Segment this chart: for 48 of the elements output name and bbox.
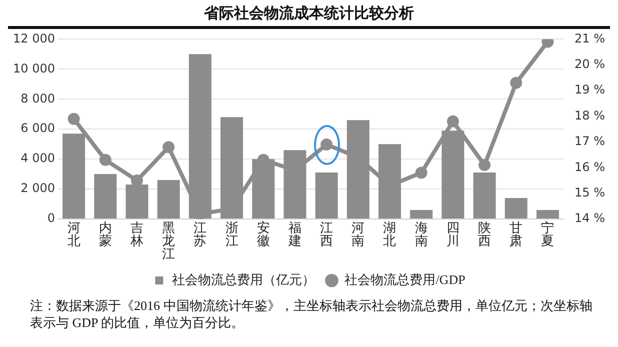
bar xyxy=(94,174,117,218)
x-tick-label: 江西 xyxy=(320,220,334,248)
bar xyxy=(157,180,180,218)
point xyxy=(162,141,175,154)
x-tick-label: 陕西 xyxy=(478,220,492,248)
point xyxy=(478,159,491,172)
x-tick-label: 江苏 xyxy=(194,220,207,248)
y2-tick-label: 19 % xyxy=(574,82,606,97)
x-tick-label: 甘肃 xyxy=(510,220,523,248)
x-tick-label: 河南 xyxy=(352,220,365,248)
y2-tick-label: 21 % xyxy=(574,31,606,46)
point xyxy=(68,112,80,125)
x-tick-label: 四川 xyxy=(446,220,460,248)
bar xyxy=(315,172,338,218)
x-tick-label: 安徽 xyxy=(256,220,270,248)
legend-label: 社会物流总费用（亿元） xyxy=(172,272,316,287)
y-tick-label: 6 000 xyxy=(20,121,55,136)
y-tick-label: 2 000 xyxy=(20,181,55,196)
x-tick-label: 海南 xyxy=(414,220,428,248)
bar xyxy=(536,210,559,218)
legend-label: 社会物流总费用/GDP xyxy=(344,272,466,287)
bar xyxy=(410,210,433,218)
y2-tick-label: 20 % xyxy=(574,57,606,72)
x-tick-label: 宁夏 xyxy=(541,220,554,248)
y2-tick-label: 17 % xyxy=(574,134,606,148)
y-tick-label: 10 000 xyxy=(12,61,55,76)
point xyxy=(510,76,522,89)
x-tick-label: 福建 xyxy=(287,220,302,248)
x-tick-label: 吉林 xyxy=(129,220,144,248)
y-tick-label: 8 000 xyxy=(20,91,55,106)
y2-tick-label: 14 % xyxy=(574,211,606,226)
y-tick-label: 0 xyxy=(47,211,55,226)
y2-tick-label: 16 % xyxy=(574,160,606,174)
point xyxy=(415,166,428,179)
x-tick-label: 内蒙 xyxy=(98,220,112,248)
x-tick-label: 浙江 xyxy=(225,220,238,248)
y-tick-label: 4 000 xyxy=(20,151,55,166)
point xyxy=(99,154,112,166)
text: 注：数据来源于《2016 中国物流统计年鉴》，主坐标轴表示社会物流总费用，单位亿元；次坐标轴表示与 GDP 的比值，单位为百分比。 xyxy=(29,297,594,331)
x-tick-label: 湖北 xyxy=(383,220,396,248)
y2-tick-label: 18 % xyxy=(574,108,606,122)
chart-title: 省际社会物流成本统计比较分析 xyxy=(203,4,415,24)
y-tick-label: 12 000 xyxy=(12,31,55,46)
bar xyxy=(504,198,528,218)
x-tick-label: 黑龙江 xyxy=(162,220,176,261)
x-tick-label: 河北 xyxy=(67,220,80,248)
point xyxy=(446,115,459,128)
y2-tick-label: 15 % xyxy=(574,185,606,200)
